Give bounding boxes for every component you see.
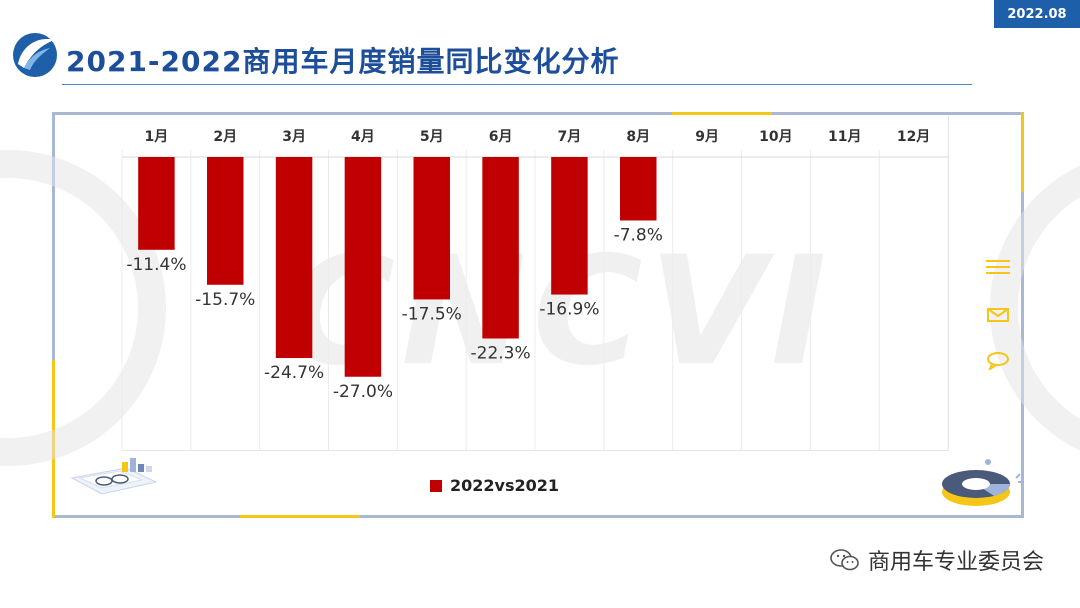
documents-chart-illustration: [70, 458, 158, 495]
frame-accent-bottom: [240, 515, 360, 518]
logo-icon: [13, 33, 57, 77]
plot-area: [122, 116, 949, 451]
page-title: 2021-2022商用车月度销量同比变化分析: [66, 45, 620, 78]
date-badge: 2022.08: [994, 0, 1080, 28]
mail-icon[interactable]: [984, 306, 1012, 324]
donut-chart-illustration: [942, 459, 1024, 506]
footer-account-name: 商用车专业委员会: [867, 550, 1044, 575]
footer-account: 商用车专业委员会: [830, 544, 1044, 576]
wechat-icon: [830, 549, 859, 571]
menu-icon[interactable]: [984, 258, 1012, 276]
legend-swatch: [430, 479, 442, 492]
chart-legend: 2022vs2021: [430, 476, 559, 495]
title-divider: [62, 84, 972, 85]
frame-accent-right: [1021, 112, 1024, 192]
frame-accent-top: [672, 112, 772, 115]
chat-bubble-icon[interactable]: [984, 350, 1012, 370]
legend-label: 2022vs2021: [450, 476, 560, 495]
